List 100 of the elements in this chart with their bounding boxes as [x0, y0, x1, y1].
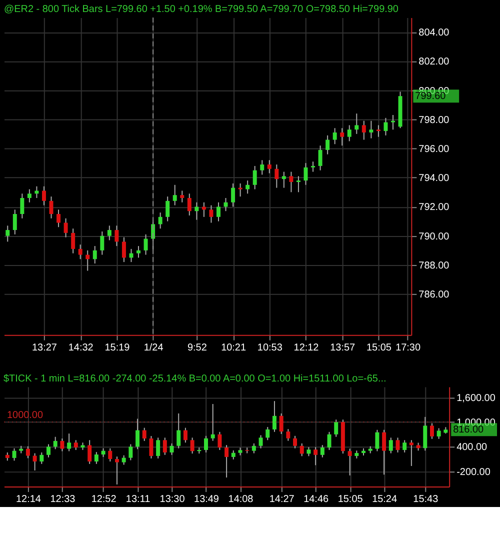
candlestick — [334, 419, 338, 438]
chart-title: @ER2 - 800 Tick Bars L=799.60 +1.50 +0.19% B=799.50 A=799.70 O=798.50 Hi=799.90 — [4, 4, 399, 15]
candlestick — [114, 456, 119, 485]
candlestick — [202, 202, 206, 218]
candlestick — [170, 442, 174, 456]
candlestick — [409, 440, 414, 466]
x-tick-label: 10:21 — [221, 342, 246, 354]
x-tick-label: 13:27 — [32, 342, 58, 354]
candlestick — [279, 412, 284, 435]
candlestick — [369, 120, 374, 139]
candlestick — [204, 435, 208, 453]
candlestick — [128, 444, 133, 461]
candlestick — [436, 428, 441, 440]
candlestick — [158, 212, 162, 230]
candlestick — [78, 244, 82, 260]
candlestick — [107, 225, 112, 241]
x-tick-label: 17:30 — [396, 342, 421, 354]
candlestick — [20, 193, 24, 219]
x-tick-label: 15:05 — [366, 342, 392, 354]
candlestick — [27, 188, 32, 203]
candlestick — [53, 436, 58, 450]
candlestick — [396, 437, 400, 453]
chart-title: $TICK - 1 min L=816.00 -274.00 -25.14% B=0.00 A=0.00 O=1.00 Hi=1511.00 Lo=-65... — [3, 374, 386, 385]
candlestick — [209, 204, 214, 224]
candlestick — [142, 427, 146, 442]
candlestick — [114, 225, 119, 247]
candlestick — [304, 162, 308, 186]
x-tick-label: 15:24 — [372, 494, 398, 506]
candlestick — [375, 429, 380, 452]
x-tick-label: 15:19 — [104, 342, 130, 354]
candlestick — [267, 160, 272, 174]
candlestick — [190, 437, 194, 454]
candlestick — [311, 161, 316, 172]
x-tick-label: 12:52 — [91, 494, 117, 506]
candlestick — [136, 418, 140, 450]
candlestick — [293, 435, 298, 449]
candlestick — [347, 124, 352, 142]
y-tick-label: -200.00 — [456, 466, 491, 478]
candlestick — [136, 246, 141, 258]
candlestick — [94, 452, 98, 464]
candlestick — [296, 176, 300, 193]
candlestick — [376, 124, 380, 138]
candlestick — [258, 434, 263, 449]
x-tick-label: 14:08 — [228, 494, 254, 506]
y-tick-label: 400.00 — [456, 442, 488, 454]
candlestick — [187, 193, 192, 216]
candlestick — [391, 114, 395, 130]
candlestick — [6, 225, 10, 242]
ref-line-label: 1000.00 — [6, 410, 44, 422]
y-tick-label: 804.00 — [418, 28, 450, 39]
candlestick — [224, 444, 229, 478]
x-tick-label: 1/24 — [144, 342, 164, 354]
candlestick — [92, 246, 97, 264]
candlestick — [176, 412, 181, 449]
candlestick — [272, 400, 276, 432]
candlestick — [306, 446, 311, 457]
candlestick — [286, 428, 290, 442]
candlestick — [88, 440, 92, 464]
candlestick — [32, 452, 37, 472]
candlestick — [430, 422, 434, 440]
candlestick — [332, 128, 337, 145]
candlestick — [12, 209, 17, 235]
candlestick — [218, 431, 222, 450]
candlestick — [166, 196, 170, 222]
candlestick — [108, 448, 112, 462]
candlestick — [320, 444, 324, 458]
candlestick — [318, 145, 322, 171]
candlestick — [231, 450, 236, 460]
y-tick-label: 802.00 — [418, 56, 450, 68]
candlestick — [86, 250, 90, 272]
candlestick — [300, 442, 304, 457]
candlestick — [144, 234, 148, 256]
candlestick — [224, 197, 228, 212]
candlestick — [384, 117, 388, 136]
x-tick-label: 9:52 — [187, 342, 208, 354]
candlestick — [122, 236, 126, 263]
candlestick — [246, 180, 250, 194]
y-tick-label: 792.00 — [418, 202, 450, 214]
candlestick — [74, 440, 78, 450]
candlestick — [64, 218, 68, 238]
candlestick — [402, 440, 407, 453]
candlestick — [216, 202, 220, 222]
x-tick-label: 13:30 — [160, 494, 186, 506]
candlestick — [266, 426, 270, 441]
x-tick-label: 14:32 — [68, 342, 94, 354]
candlestick — [162, 437, 167, 456]
x-tick-label: 13:11 — [126, 494, 151, 506]
candlestick — [327, 431, 332, 450]
x-tick-label: 12:33 — [50, 494, 76, 506]
candlestick — [26, 446, 30, 459]
x-tick-label: 12:14 — [16, 494, 42, 506]
candlestick — [388, 437, 393, 454]
candlestick — [194, 202, 199, 220]
candlestick — [348, 448, 352, 476]
candlestick — [56, 209, 61, 228]
x-tick-label: 13:49 — [194, 494, 220, 506]
candlestick — [252, 165, 257, 190]
y-tick-label: 1,600.00 — [456, 392, 496, 404]
candlestick — [245, 447, 250, 454]
y-tick-label: 796.00 — [418, 144, 450, 155]
